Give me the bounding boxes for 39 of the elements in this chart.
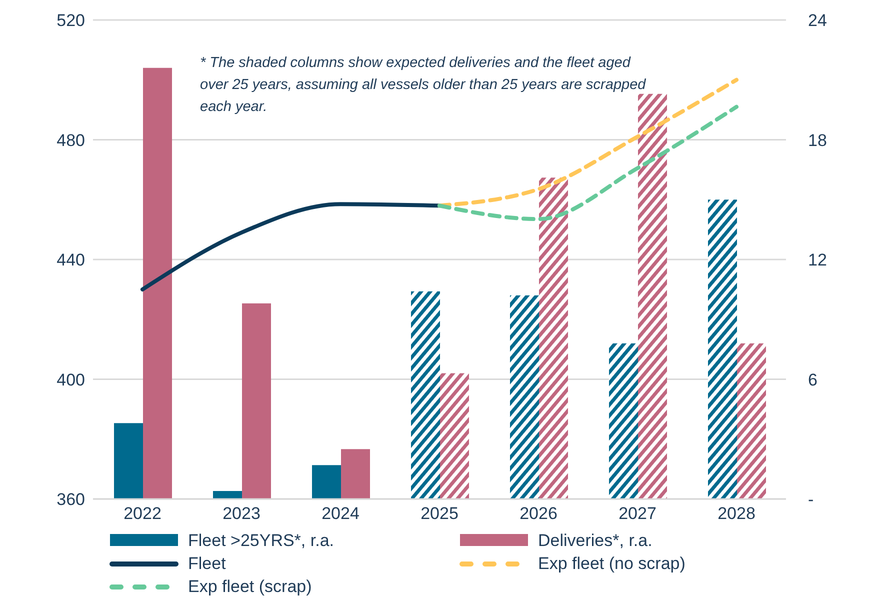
y2-tick-label: 18 xyxy=(808,130,827,150)
bar xyxy=(312,465,341,499)
legend-label: Exp fleet (no scrap) xyxy=(538,554,686,574)
bar xyxy=(213,491,242,499)
legend-label: Fleet xyxy=(188,554,226,574)
legend-label: Deliveries*, r.a. xyxy=(538,530,652,550)
y-tick-label: 480 xyxy=(56,130,85,150)
x-tick-label: 2022 xyxy=(124,504,162,524)
y2-tick-label: - xyxy=(808,490,814,510)
bar xyxy=(539,178,568,499)
y2-tick-label: 6 xyxy=(808,370,818,390)
bar xyxy=(440,373,469,499)
y-tick-label: 520 xyxy=(56,11,85,30)
y-tick-label: 440 xyxy=(56,250,85,270)
bar xyxy=(411,291,440,499)
bar xyxy=(341,449,370,499)
bar xyxy=(242,303,271,499)
bar xyxy=(708,200,737,499)
y-tick-label: 360 xyxy=(56,490,85,510)
x-tick-label: 2024 xyxy=(322,504,360,524)
x-tick-label: 2028 xyxy=(718,504,756,524)
x-tick-label: 2025 xyxy=(420,504,458,524)
x-tick-label: 2023 xyxy=(222,504,260,524)
y2-tick-label: 12 xyxy=(808,250,827,270)
x-tick-label: 2026 xyxy=(520,504,558,524)
line-series xyxy=(140,202,442,292)
y-tick-label: 400 xyxy=(56,370,85,390)
bar xyxy=(638,94,667,499)
annotation: * The shaded columns show expected deliveries and the fleet aged over 25 years, assuming all vessels older than 25 years are scrapped each year. xyxy=(200,54,647,117)
legend-label: Fleet >25YRS*, r.a. xyxy=(188,530,334,550)
bar xyxy=(114,423,143,499)
legend-label: Exp fleet (scrap) xyxy=(188,576,312,596)
x-tick-label: 2027 xyxy=(618,504,656,524)
bar xyxy=(737,343,766,499)
bar xyxy=(510,295,539,499)
y2-tick-label: 24 xyxy=(808,11,827,30)
bar xyxy=(143,68,172,499)
line-series xyxy=(438,104,738,222)
bar xyxy=(609,343,638,499)
